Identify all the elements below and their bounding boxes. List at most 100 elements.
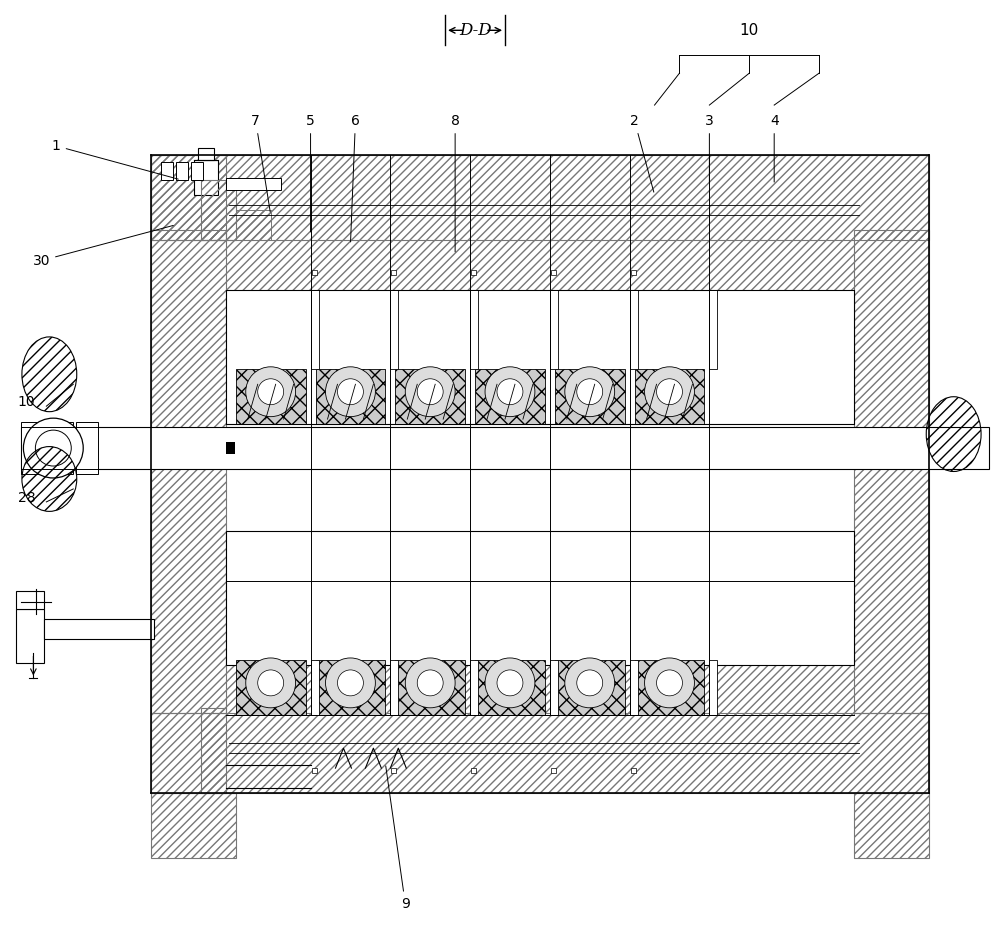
Bar (236, 369, 306, 424)
Text: 7: 7 (251, 114, 270, 212)
Circle shape (645, 658, 694, 708)
Bar (226, 240, 854, 290)
Bar (21, 427, 989, 469)
Circle shape (326, 367, 375, 416)
Bar (854, 793, 929, 858)
Bar (201, 180, 236, 240)
Bar (236, 661, 306, 716)
Bar (550, 290, 558, 369)
Bar (471, 768, 476, 773)
Bar (475, 369, 545, 424)
Bar (176, 162, 188, 180)
Bar (854, 229, 929, 714)
Bar (151, 229, 226, 714)
Bar (470, 290, 478, 369)
Bar (226, 290, 854, 424)
Bar (201, 708, 226, 793)
Circle shape (326, 658, 375, 708)
Bar (191, 162, 203, 180)
Bar (194, 160, 218, 194)
Circle shape (405, 367, 455, 416)
Text: D-D: D-D (459, 23, 491, 40)
Circle shape (258, 379, 284, 405)
Circle shape (485, 658, 535, 708)
Circle shape (485, 367, 535, 416)
Bar (316, 661, 385, 716)
Bar (226, 531, 854, 666)
Bar (391, 270, 396, 275)
Bar (236, 210, 271, 240)
Text: 9: 9 (386, 766, 410, 911)
Bar (311, 661, 319, 716)
Bar (76, 422, 98, 474)
Bar (226, 442, 235, 454)
Bar (151, 793, 236, 858)
Circle shape (657, 670, 682, 696)
Text: 10: 10 (740, 24, 759, 39)
Bar (471, 270, 476, 275)
Bar (631, 270, 636, 275)
Text: 28: 28 (18, 491, 35, 505)
Circle shape (497, 379, 523, 405)
Bar (226, 666, 854, 716)
Bar (390, 290, 398, 369)
Circle shape (577, 379, 603, 405)
Bar (390, 661, 398, 716)
Bar (555, 661, 625, 716)
Bar (631, 768, 636, 773)
Circle shape (417, 379, 443, 405)
Text: 3: 3 (705, 114, 714, 182)
Text: 4: 4 (770, 114, 779, 182)
Bar (635, 661, 704, 716)
Bar (16, 609, 44, 664)
Bar (161, 162, 173, 180)
Bar (16, 591, 44, 609)
Circle shape (258, 670, 284, 696)
Text: 1: 1 (52, 139, 178, 179)
Text: 8: 8 (451, 114, 460, 252)
Bar (555, 369, 625, 424)
Bar (635, 369, 704, 424)
Bar (709, 661, 717, 716)
Bar (470, 661, 478, 716)
Circle shape (645, 367, 694, 416)
Bar (551, 270, 556, 275)
Bar (630, 290, 638, 369)
Bar (51, 422, 73, 474)
Circle shape (417, 670, 443, 696)
Circle shape (246, 367, 296, 416)
Bar (395, 661, 465, 716)
Circle shape (565, 367, 615, 416)
Bar (316, 369, 385, 424)
Text: 5: 5 (306, 114, 315, 232)
Bar (391, 768, 396, 773)
Bar (226, 177, 281, 190)
Circle shape (337, 379, 363, 405)
Circle shape (657, 379, 682, 405)
Bar (21, 422, 43, 474)
Text: 6: 6 (351, 114, 360, 242)
Text: 10: 10 (18, 396, 35, 409)
Circle shape (23, 418, 83, 478)
Bar (475, 661, 545, 716)
Bar (312, 768, 317, 773)
Text: 2: 2 (630, 114, 654, 193)
Bar (630, 661, 638, 716)
Bar (311, 290, 319, 369)
Bar (312, 270, 317, 275)
Bar (151, 714, 929, 793)
Bar (709, 290, 717, 369)
Circle shape (577, 670, 603, 696)
Circle shape (405, 658, 455, 708)
Bar (550, 661, 558, 716)
Circle shape (565, 658, 615, 708)
Bar (395, 369, 465, 424)
Circle shape (337, 670, 363, 696)
Bar (198, 148, 214, 160)
Bar (44, 618, 154, 638)
Bar (551, 768, 556, 773)
Bar (151, 155, 929, 240)
Bar (151, 155, 226, 240)
Text: 30: 30 (33, 226, 173, 267)
Circle shape (246, 658, 296, 708)
